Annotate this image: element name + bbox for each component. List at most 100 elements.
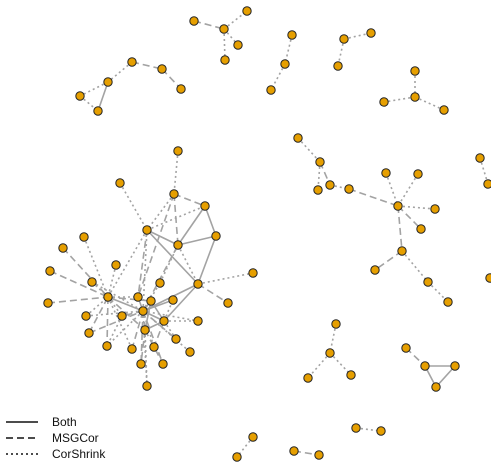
graph-node xyxy=(315,157,325,167)
graph-node xyxy=(287,30,297,40)
graph-node xyxy=(173,240,183,250)
edge-both xyxy=(204,205,217,237)
edge-corshrink xyxy=(106,310,144,347)
graph-node xyxy=(103,77,113,87)
graph-node xyxy=(142,381,152,391)
graph-node xyxy=(485,273,491,283)
edge-corshrink xyxy=(223,28,226,61)
graph-node xyxy=(303,373,313,383)
edge-msgcor xyxy=(47,296,109,304)
edge-corshrink xyxy=(297,137,321,163)
graph-node xyxy=(136,359,146,369)
graph-node xyxy=(75,91,85,101)
graph-node xyxy=(420,361,430,371)
edge-corshrink xyxy=(414,96,445,111)
edge-corshrink xyxy=(397,205,436,210)
graph-node xyxy=(410,66,420,76)
graph-node xyxy=(450,361,460,371)
graph-node xyxy=(242,6,252,16)
edge-msgcor xyxy=(374,250,403,271)
graph-node xyxy=(401,343,411,353)
graph-node xyxy=(416,224,426,234)
graph-node xyxy=(138,306,148,316)
graph-node xyxy=(173,146,183,156)
edge-layer xyxy=(47,10,489,458)
graph-node xyxy=(325,348,335,358)
edge-corshrink xyxy=(106,315,123,347)
graph-node xyxy=(155,278,165,288)
graph-node xyxy=(189,16,199,26)
legend-item-corshrink: CorShrink xyxy=(4,446,105,462)
graph-node xyxy=(431,382,441,392)
edge-both xyxy=(144,300,152,331)
legend-swatch-dotted xyxy=(4,446,42,462)
graph-node xyxy=(333,61,343,71)
edge-msgcor xyxy=(173,193,206,207)
edge-corshrink xyxy=(83,236,109,298)
edge-corshrink xyxy=(107,264,117,298)
graph-node xyxy=(43,298,53,308)
graph-node xyxy=(379,97,389,107)
graph-node xyxy=(127,57,137,67)
graph-node xyxy=(193,279,203,289)
legend-label-corshrink: CorShrink xyxy=(52,447,106,461)
edge-corshrink xyxy=(144,329,148,387)
graph-node xyxy=(233,40,243,50)
graph-node xyxy=(158,359,168,369)
edge-msgcor xyxy=(193,20,225,30)
edge-corshrink xyxy=(142,310,199,322)
graph-node xyxy=(430,204,440,214)
graph-node xyxy=(127,344,137,354)
graph-node xyxy=(157,64,167,74)
edge-both xyxy=(177,235,217,246)
graph-node xyxy=(193,316,203,326)
graph-node xyxy=(381,168,391,178)
edge-msgcor xyxy=(107,296,146,331)
graph-node xyxy=(58,243,68,253)
graph-node xyxy=(45,266,55,276)
graph-node xyxy=(289,446,299,456)
graph-node xyxy=(185,347,195,357)
legend-item-msgcor: MSGCor xyxy=(4,430,105,446)
edge-corshrink xyxy=(197,272,254,285)
graph-node xyxy=(146,296,156,306)
edge-both xyxy=(163,283,199,322)
edge-corshrink xyxy=(142,229,148,312)
edge-corshrink xyxy=(223,28,239,46)
graph-node xyxy=(169,189,179,199)
graph-node xyxy=(248,268,258,278)
edge-corshrink xyxy=(119,182,148,231)
graph-node xyxy=(149,342,159,352)
edge-msgcor xyxy=(144,329,164,365)
graph-node xyxy=(133,292,143,302)
graph-node xyxy=(339,34,349,44)
graph-node xyxy=(351,423,361,433)
edge-msgcor xyxy=(106,296,109,347)
graph-node xyxy=(439,105,449,115)
edge-corshrink xyxy=(163,299,174,322)
graph-node xyxy=(176,84,186,94)
legend-label-both: Both xyxy=(52,415,77,429)
graph-node xyxy=(325,180,335,190)
edge-corshrink xyxy=(142,310,191,353)
edge-msgcor xyxy=(88,310,144,334)
edge-msgcor xyxy=(88,296,109,334)
edge-msgcor xyxy=(62,247,109,298)
edge-both xyxy=(146,229,179,246)
graph-node xyxy=(397,246,407,256)
legend: Both MSGCor CorShrink xyxy=(4,414,105,462)
edge-corshrink xyxy=(159,244,179,284)
edge-corshrink xyxy=(146,193,175,231)
edge-corshrink xyxy=(146,205,206,231)
graph-node xyxy=(140,325,150,335)
legend-item-both: Both xyxy=(4,414,105,430)
edge-both xyxy=(435,365,456,388)
edge-corshrink xyxy=(329,352,352,376)
edge-msgcor xyxy=(348,188,399,207)
edge-msgcor xyxy=(397,205,422,230)
edge-corshrink xyxy=(383,96,416,103)
graph-node xyxy=(413,169,423,179)
edge-msgcor xyxy=(137,229,148,298)
graph-node xyxy=(159,316,169,326)
graph-node xyxy=(87,277,97,287)
